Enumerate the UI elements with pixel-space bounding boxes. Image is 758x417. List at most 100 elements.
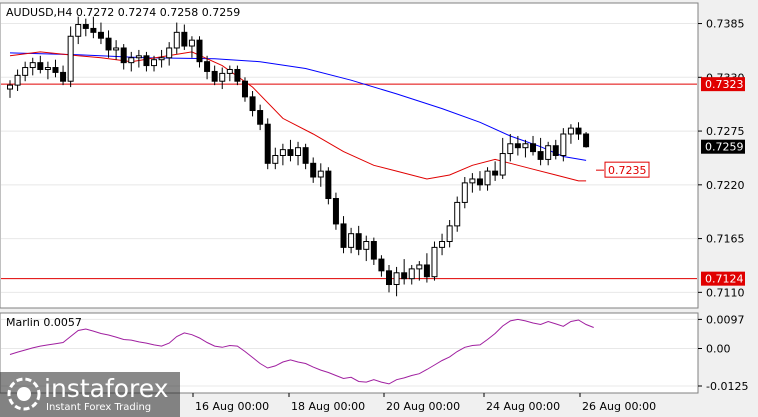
candle xyxy=(279,143,286,166)
candle xyxy=(408,264,415,285)
candlesticks xyxy=(7,16,590,297)
candle xyxy=(135,49,142,68)
candle xyxy=(484,167,491,191)
time-tick-label: 26 Aug 00:00 xyxy=(582,400,656,413)
current-price-label: 0.7259 xyxy=(705,141,744,154)
candle xyxy=(507,133,514,162)
candle xyxy=(7,80,13,98)
watermark-brand: instaforex xyxy=(44,374,169,403)
candle xyxy=(332,192,339,230)
candle xyxy=(454,196,461,232)
time-tick-label: 20 Aug 00:00 xyxy=(386,400,460,413)
candle xyxy=(416,261,423,281)
candle xyxy=(530,135,537,156)
candle xyxy=(560,128,567,162)
candle xyxy=(393,266,400,297)
time-tick-label: 16 Aug 00:00 xyxy=(195,400,269,413)
price-tick-label: 0.7110 xyxy=(706,286,745,299)
price-panel[interactable]: 0.7235 AUDUSD,H4 0.7272 0.7274 0.7258 0.… xyxy=(0,2,699,309)
price-tick-label: 0.7165 xyxy=(706,233,745,246)
candle xyxy=(461,177,468,209)
candle xyxy=(423,253,430,283)
candle xyxy=(211,65,218,86)
candle xyxy=(575,122,582,140)
level-price-tag xyxy=(701,271,745,286)
candle xyxy=(378,255,385,277)
annotation-label: 0.7235 xyxy=(608,164,647,177)
candle xyxy=(204,55,211,80)
candle xyxy=(128,51,135,72)
watermark-tagline: Instant Forex Trading xyxy=(46,402,152,413)
marlin-line xyxy=(9,318,594,385)
annotation-box xyxy=(604,161,650,178)
candle xyxy=(499,137,506,179)
candle xyxy=(439,233,446,256)
indicator-tick-label: 0.00 xyxy=(706,343,731,356)
price-tick-label: 0.7275 xyxy=(706,125,745,138)
price-annotation: 0.7235 xyxy=(596,161,650,178)
candle xyxy=(363,235,370,262)
candle xyxy=(90,16,97,39)
candle xyxy=(257,104,264,131)
indicator-tick-label: -0.0125 xyxy=(706,380,748,393)
candle xyxy=(181,24,188,50)
candle xyxy=(241,77,248,102)
price-axis[interactable]: 0.73850.73300.72750.72200.71650.71100.73… xyxy=(698,18,745,300)
candle xyxy=(67,26,74,88)
candle xyxy=(52,59,59,78)
candle xyxy=(105,30,112,58)
instaforex-watermark: instaforex Instant Forex Trading xyxy=(0,372,180,417)
candle xyxy=(97,22,104,45)
candle xyxy=(545,141,552,166)
candle xyxy=(44,61,51,80)
level-price-label: 0.7124 xyxy=(705,273,744,286)
candle xyxy=(196,36,203,68)
candle xyxy=(348,227,355,254)
indicator-title: Marlin 0.0057 xyxy=(6,316,82,329)
candle xyxy=(60,65,67,86)
candle xyxy=(295,141,302,166)
candle xyxy=(325,167,332,205)
price-tick-label: 0.7220 xyxy=(706,179,745,192)
candle xyxy=(340,216,347,254)
candle xyxy=(264,118,271,170)
price-tick-label: 0.7385 xyxy=(706,18,745,31)
candle xyxy=(446,220,453,248)
candle xyxy=(143,51,150,72)
candle xyxy=(226,65,233,82)
marlin-path xyxy=(9,318,594,385)
candle xyxy=(355,225,362,256)
candle xyxy=(22,61,29,82)
candle xyxy=(14,69,21,91)
candle xyxy=(272,147,279,170)
candle xyxy=(249,90,256,117)
candle xyxy=(310,157,317,183)
candle xyxy=(552,139,559,160)
time-tick-label: 24 Aug 00:00 xyxy=(486,400,560,413)
indicator-tick-label: 0.0097 xyxy=(706,313,745,326)
level-price-label: 0.7323 xyxy=(705,78,744,91)
candle xyxy=(302,143,309,170)
candle xyxy=(317,163,324,187)
candle xyxy=(287,139,294,162)
candle xyxy=(173,22,180,54)
indicator-axis[interactable]: 0.0097 0.00 -0.0125 xyxy=(698,313,748,393)
price-grid xyxy=(1,23,697,293)
candle xyxy=(82,18,89,37)
candle xyxy=(151,55,158,72)
candle xyxy=(469,173,476,193)
candle xyxy=(583,132,590,148)
current-price-tag xyxy=(701,139,745,154)
horizontal-levels[interactable] xyxy=(1,83,697,280)
candle xyxy=(234,65,241,86)
candle xyxy=(75,16,82,45)
candle xyxy=(166,42,173,66)
time-axis[interactable]: 16 Aug 00:00 18 Aug 00:00 20 Aug 00:00 24 A… xyxy=(192,393,656,413)
candle xyxy=(401,259,408,285)
candle xyxy=(188,36,195,58)
candle xyxy=(120,44,127,70)
level-price-tag xyxy=(701,77,745,92)
candle xyxy=(567,124,574,144)
candle xyxy=(492,161,499,181)
